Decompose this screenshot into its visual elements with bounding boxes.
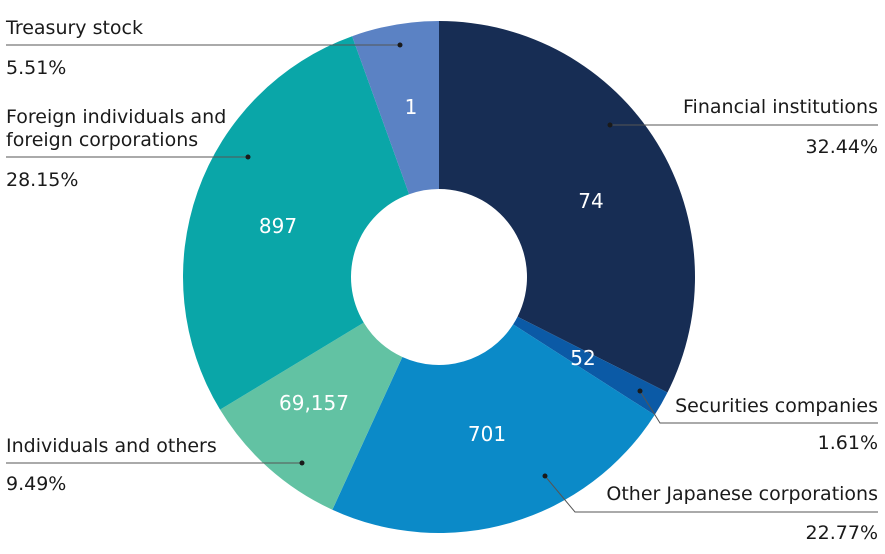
slice-treasury-stock <box>352 21 439 195</box>
slice-label-treasury-stock: 1 <box>405 95 418 119</box>
leader-dot-other-japanese-corporations <box>542 473 548 479</box>
percent-label-individuals-and-others: 9.49% <box>6 473 66 495</box>
percent-label-financial-institutions: 32.44% <box>806 136 878 158</box>
leader-lines-group <box>6 42 878 513</box>
percent-label-foreign-individuals: 28.15% <box>6 169 78 191</box>
percent-label-other-japanese-corporations: 22.77% <box>806 522 878 544</box>
slice-securities-companies <box>513 316 668 415</box>
category-label-treasury-stock: Treasury stock <box>5 17 143 39</box>
slice-financial-institutions <box>439 21 695 393</box>
leader-other-japanese-corporations <box>544 475 878 513</box>
slice-label-securities-companies: 52 <box>570 346 595 370</box>
slice-label-financial-institutions: 74 <box>578 189 603 213</box>
category-label-foreign-individuals-line1: Foreign individuals and <box>6 106 226 128</box>
category-label-other-japanese-corporations: Other Japanese corporations <box>606 483 878 505</box>
slice-label-other-japanese-corporations: 701 <box>468 422 506 446</box>
slice-label-foreign-individuals: 897 <box>259 214 297 238</box>
slices-group <box>183 21 695 533</box>
category-labels: Financial institutions 32.44% Securities… <box>5 17 878 544</box>
category-label-financial-institutions: Financial institutions <box>683 96 878 118</box>
slice-foreign-individuals-and-foreign-corporations <box>183 36 410 410</box>
leader-dot-treasury-stock <box>397 42 403 48</box>
leader-dot-individuals-and-others <box>299 460 305 466</box>
leader-dot-foreign-individuals <box>245 154 251 160</box>
category-label-foreign-individuals: Foreign individuals and foreign corporat… <box>6 106 232 151</box>
leader-dot-financial-institutions <box>607 122 613 128</box>
category-label-foreign-individuals-line2: foreign corporations <box>6 129 198 151</box>
slice-label-individuals-and-others: 69,157 <box>279 391 349 415</box>
percent-label-treasury-stock: 5.51% <box>6 57 66 79</box>
category-label-individuals-and-others: Individuals and others <box>6 435 217 457</box>
leader-securities-companies <box>639 390 878 424</box>
percent-label-securities-companies: 1.61% <box>818 432 878 454</box>
slice-other-japanese-corporations <box>332 324 655 533</box>
leader-dot-securities-companies <box>637 388 643 394</box>
category-label-securities-companies: Securities companies <box>675 395 878 417</box>
slice-value-labels: 74 52 701 69,157 897 1 <box>259 95 604 446</box>
